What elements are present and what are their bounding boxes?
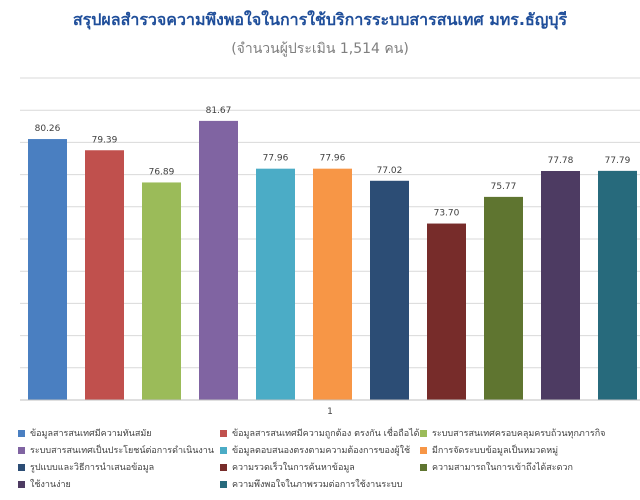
legend-label: ใช้งานง่าย [30,480,71,490]
legend-label: มีการจัดระบบข้อมูลเป็นหมวดหมู่ [432,446,559,456]
bar [199,120,238,400]
legend-entry: ข้อมูลตอบสนองตรงตามความต้องการของผู้ใช้ [220,443,420,457]
data-label: 79.39 [92,135,118,145]
legend-entry: ระบบสารสนเทศเป็นประโยชน์ต่อการดำเนินงาน [18,443,220,457]
bar [313,168,352,400]
data-label: 77.78 [548,156,574,166]
legend-swatch [420,463,427,471]
data-label: 77.96 [320,154,346,164]
legend-label: ระบบสารสนเทศครอบคลุมครบถ้วนทุกภารกิจ [432,429,606,439]
chart-subtitle: (จำนวนผู้ประเมิน 1,514 คน) [231,41,409,57]
legend-swatch [220,429,227,437]
legend-swatch [18,429,25,437]
data-label: 76.89 [149,167,175,177]
legend-label: ข้อมูลตอบสนองตรงตามความต้องการของผู้ใช้ [232,446,411,456]
data-label: 73.70 [434,209,460,219]
data-label: 77.96 [263,154,289,164]
legend-swatch [220,463,227,471]
legend-swatch [220,446,227,454]
data-label: 81.67 [206,106,232,116]
legend-entry: ความรวดเร็วในการค้นหาข้อมูล [220,460,420,474]
legend-swatch [420,446,427,454]
legend-label: ความสามารถในการเข้าถึงได้สะดวก [432,463,573,473]
data-label: 75.77 [491,182,517,192]
legend-swatch [18,480,25,488]
legend-label: รูปแบบและวิธีการนำเสนอข้อมูล [30,463,155,473]
legend-swatch [420,429,427,437]
bar [142,182,181,400]
chart-legend: ข้อมูลสารสนเทศมีความทันสมัย ข้อมูลสารสนเท… [18,426,638,491]
data-label: 80.26 [35,124,61,134]
bar [28,139,67,400]
bar [370,180,409,400]
data-label: 77.79 [605,156,631,166]
legend-entry: ความสามารถในการเข้าถึงได้สะดวก [420,460,630,474]
legend-entry: มีการจัดระบบข้อมูลเป็นหมวดหมู่ [420,443,630,457]
legend-entry: ข้อมูลสารสนเทศมีความทันสมัย [18,426,220,440]
bar [484,196,523,400]
legend-label: ความรวดเร็วในการค้นหาข้อมูล [232,463,355,473]
chart-title: สรุปผลสำรวจความพึงพอใจในการใช้บริการระบบ… [72,10,568,29]
legend-label: ข้อมูลสารสนเทศมีความทันสมัย [30,429,152,439]
legend-label: ความพึงพอใจในภาพรวมต่อการใช้งานระบบ [232,480,403,490]
data-label: 77.02 [377,166,403,176]
legend-label: ข้อมูลสารสนเทศมีความถูกต้อง ตรงกัน เชื่อ… [232,429,420,439]
legend-label: ระบบสารสนเทศเป็นประโยชน์ต่อการดำเนินงาน [30,446,214,456]
legend-entry: ข้อมูลสารสนเทศมีความถูกต้อง ตรงกัน เชื่อ… [220,426,420,440]
legend-entry: ระบบสารสนเทศครอบคลุมครบถ้วนทุกภารกิจ [420,426,630,440]
legend-swatch [18,463,25,471]
bar [427,223,466,400]
x-tick-label: 1 [327,407,333,417]
legend-entry: ใช้งานง่าย [18,477,220,491]
bar [598,170,637,400]
legend-swatch [220,480,227,488]
bar [541,170,580,400]
bar [256,168,295,400]
legend-entry: ความพึงพอใจในภาพรวมต่อการใช้งานระบบ [220,477,420,491]
legend-swatch [18,446,25,454]
legend-entry: รูปแบบและวิธีการนำเสนอข้อมูล [18,460,220,474]
bar [85,150,124,400]
